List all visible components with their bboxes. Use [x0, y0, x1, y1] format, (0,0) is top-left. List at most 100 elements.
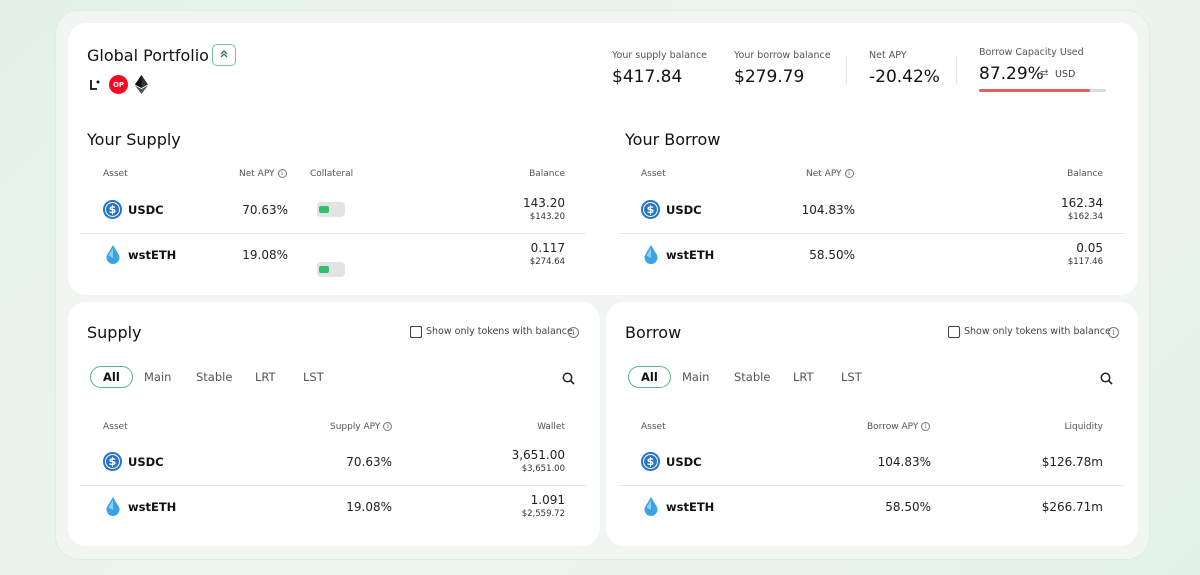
- asset-name[interactable]: wstETH: [666, 500, 715, 514]
- borrow-capacity-fill: [979, 89, 1090, 92]
- col-asset: Asset: [641, 422, 666, 432]
- row-divider: [80, 485, 586, 486]
- balance-value: 0.05: [1076, 241, 1103, 255]
- balance-usd: $162.34: [1067, 212, 1103, 222]
- info-icon[interactable]: i: [568, 327, 579, 338]
- your-supply-title: Your Supply: [87, 130, 181, 149]
- balance-value: 0.117: [530, 241, 565, 255]
- borrow-title: Borrow: [625, 323, 682, 342]
- row-divider: [619, 233, 1125, 234]
- swap-currency-icon[interactable]: ⇄: [1040, 68, 1049, 79]
- search-icon[interactable]: [562, 370, 575, 389]
- info-icon[interactable]: i: [1108, 327, 1119, 338]
- info-icon[interactable]: i: [844, 169, 854, 178]
- col-balance: Balance: [1067, 169, 1103, 179]
- portfolio-title: Global Portfolio: [87, 46, 209, 65]
- col-liquidity: Liquidity: [1064, 422, 1103, 432]
- net-apy-label: Net APY: [869, 50, 907, 61]
- borrow-balance-label: Your borrow balance: [734, 50, 831, 61]
- balance-value: 143.20: [523, 196, 565, 210]
- global-portfolio-card: Global Portfolio OP Your supply balance …: [68, 23, 1138, 295]
- stat-divider: [956, 56, 957, 84]
- supply-balance-value: $417.84: [612, 67, 683, 87]
- col-supply-apy: Supply APY i: [330, 422, 393, 432]
- tab-stable[interactable]: Stable: [196, 370, 233, 384]
- balance-filter-label[interactable]: Show only tokens with balance: [964, 326, 1111, 337]
- borrow-apy-value: 58.50%: [885, 500, 931, 514]
- usdc-icon: $: [641, 200, 660, 219]
- row-divider: [618, 485, 1124, 486]
- asset-name[interactable]: USDC: [128, 455, 164, 469]
- borrow-balance-value: $279.79: [734, 67, 805, 87]
- balance-value: 162.34: [1061, 196, 1103, 210]
- col-asset: Asset: [103, 169, 128, 179]
- usdc-icon: $: [103, 200, 122, 219]
- balance-usd: $143.20: [529, 212, 565, 222]
- your-borrow-title: Your Borrow: [625, 130, 721, 149]
- info-icon[interactable]: i: [921, 422, 931, 431]
- balance-filter-checkbox[interactable]: [410, 326, 422, 338]
- asset-name[interactable]: wstETH: [128, 500, 177, 514]
- net-apy-value: 58.50%: [809, 248, 855, 262]
- net-apy-value: 70.63%: [242, 203, 288, 217]
- tab-all[interactable]: All: [90, 366, 133, 388]
- asset-name[interactable]: wstETH: [666, 248, 715, 262]
- currency-toggle[interactable]: USD: [1055, 69, 1076, 80]
- info-icon[interactable]: i: [383, 422, 393, 431]
- net-apy-value: 104.83%: [801, 203, 855, 217]
- row-divider: [80, 233, 586, 234]
- asset-name[interactable]: USDC: [666, 203, 702, 217]
- tab-lrt[interactable]: LRT: [793, 370, 814, 384]
- info-icon[interactable]: i: [277, 169, 287, 178]
- net-apy-value: -20.42%: [869, 67, 940, 87]
- usdc-icon: $: [641, 452, 660, 471]
- asset-name[interactable]: wstETH: [128, 248, 177, 262]
- col-asset: Asset: [641, 169, 666, 179]
- tab-all[interactable]: All: [628, 366, 671, 388]
- wallet-usd: $3,651.00: [521, 464, 565, 474]
- collateral-toggle[interactable]: [317, 202, 345, 217]
- col-net-apy: Net APY i: [806, 169, 854, 179]
- chevron-double-up-icon: [219, 49, 229, 62]
- supply-apy-value: 70.63%: [346, 455, 392, 469]
- tab-main[interactable]: Main: [682, 370, 710, 384]
- col-collateral: Collateral: [310, 169, 354, 179]
- collapse-button[interactable]: [212, 44, 236, 66]
- borrow-apy-value: 104.83%: [877, 455, 931, 469]
- asset-name[interactable]: USDC: [666, 455, 702, 469]
- wsteth-icon: [103, 245, 122, 264]
- ethereum-icon[interactable]: [135, 75, 148, 98]
- linea-icon[interactable]: [88, 77, 102, 96]
- search-icon[interactable]: [1100, 370, 1113, 389]
- borrow-capacity-bar: [979, 89, 1106, 92]
- collateral-toggle[interactable]: [317, 262, 345, 277]
- col-asset: Asset: [103, 422, 128, 432]
- balance-filter-checkbox[interactable]: [948, 326, 960, 338]
- optimism-badge-text: OP: [112, 80, 125, 89]
- wsteth-icon: [103, 497, 122, 516]
- tab-main[interactable]: Main: [144, 370, 172, 384]
- tab-lst[interactable]: LST: [303, 370, 324, 384]
- col-balance: Balance: [529, 169, 565, 179]
- usdc-icon: $: [103, 452, 122, 471]
- tab-lst[interactable]: LST: [841, 370, 862, 384]
- optimism-icon[interactable]: OP: [109, 75, 128, 94]
- liquidity-value: $126.78m: [1041, 455, 1103, 469]
- tab-lrt[interactable]: LRT: [255, 370, 276, 384]
- balance-filter-label[interactable]: Show only tokens with balance: [426, 326, 573, 337]
- asset-name[interactable]: USDC: [128, 203, 164, 217]
- wallet-value: 3,651.00: [511, 448, 565, 462]
- tab-stable[interactable]: Stable: [734, 370, 771, 384]
- wallet-usd: $2,559.72: [521, 509, 565, 519]
- supply-market-card: Supply Show only tokens with balance i A…: [68, 302, 600, 546]
- supply-apy-value: 19.08%: [346, 500, 392, 514]
- net-apy-value: 19.08%: [242, 248, 288, 262]
- balance-usd: $117.46: [1067, 257, 1103, 267]
- col-wallet: Wallet: [537, 422, 565, 432]
- wsteth-icon: [641, 497, 660, 516]
- borrow-capacity-label: Borrow Capacity Used: [979, 47, 1084, 58]
- supply-title: Supply: [87, 323, 142, 342]
- col-borrow-apy: Borrow APY i: [867, 422, 931, 432]
- balance-usd: $274.64: [529, 257, 565, 267]
- borrow-market-card: Borrow Show only tokens with balance i A…: [606, 302, 1138, 546]
